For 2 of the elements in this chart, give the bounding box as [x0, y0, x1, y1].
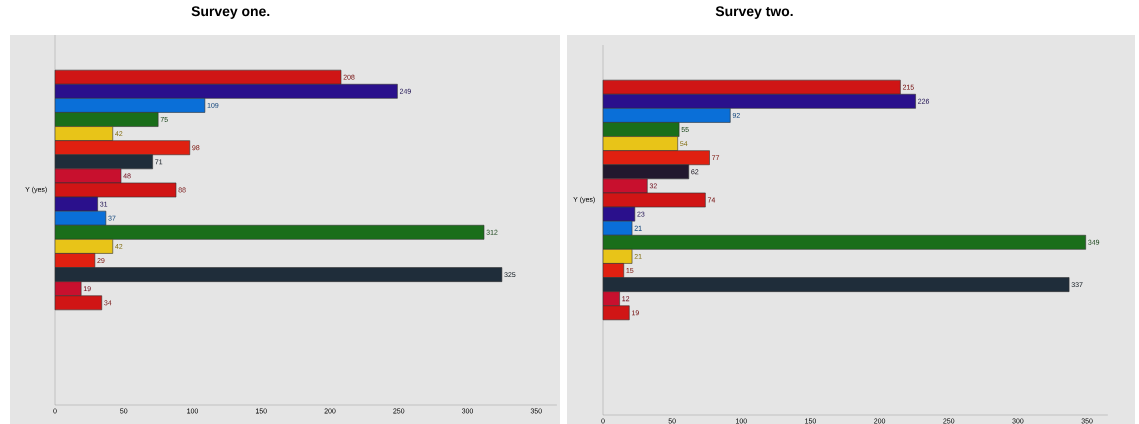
chart-title: Survey two. — [715, 6, 793, 19]
chart-title: Survey one. — [191, 6, 270, 19]
